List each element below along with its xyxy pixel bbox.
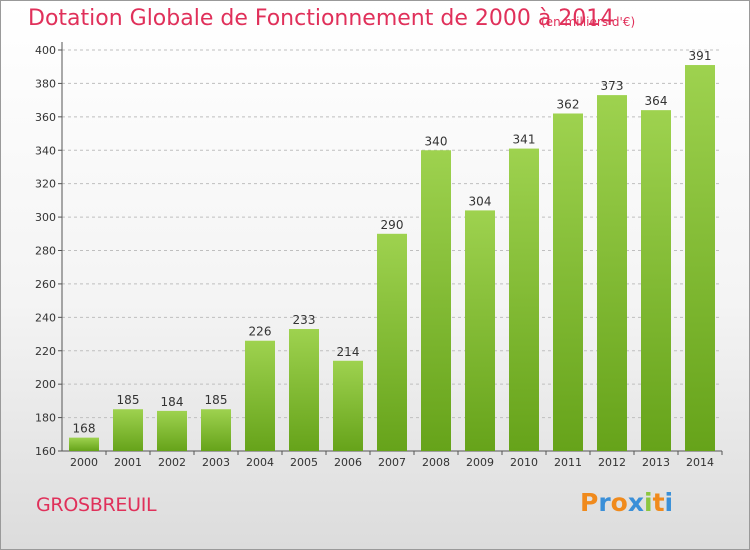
logo-letter: P: [580, 488, 599, 517]
logo-letter: o: [610, 488, 628, 517]
x-tick-label: 2001: [114, 456, 142, 469]
bar-2002: [157, 410, 187, 451]
logo-letter: t: [652, 488, 665, 517]
y-tick-label: 240: [35, 311, 56, 324]
x-tick-label: 2012: [598, 456, 626, 469]
y-tick-label: 280: [35, 245, 56, 258]
y-tick-label: 300: [35, 211, 56, 224]
bar-2013: [641, 110, 671, 452]
town-name: GROSBREUIL: [36, 494, 157, 516]
logo-letter: i: [664, 488, 674, 517]
x-tick-label: 2010: [510, 456, 538, 469]
chart-title: Dotation Globale de Fonctionnement de 20…: [28, 6, 615, 31]
data-label: 185: [117, 393, 140, 407]
x-tick-label: 2008: [422, 456, 450, 469]
y-tick-label: 260: [35, 278, 56, 291]
x-tick-label: 2006: [334, 456, 362, 469]
x-tick-label: 2000: [70, 456, 98, 469]
bar-2004: [245, 340, 275, 451]
data-label: 184: [161, 395, 184, 409]
tick-labels: 160 180 200 220 240 260 280 300 320 340 360 380 400 2…: [35, 44, 714, 469]
bar-2011: [553, 113, 583, 451]
bar-2005: [289, 329, 319, 451]
data-label: 391: [689, 49, 712, 63]
x-tick-label: 2005: [290, 456, 318, 469]
y-tick-label: 320: [35, 178, 56, 191]
data-labels: 168 185 184 185 226 233 214 290 340 304 341 362 373 3…: [73, 49, 712, 436]
logo-letter: x: [627, 488, 644, 517]
y-tick-label: 180: [35, 412, 56, 425]
x-tick-label: 2002: [158, 456, 186, 469]
bar-2007: [377, 233, 407, 451]
chart-subtitle: (en milliers d'€): [541, 15, 636, 29]
data-label: 340: [425, 134, 448, 148]
bar-2014: [685, 65, 715, 451]
x-tick-label: 2003: [202, 456, 230, 469]
data-label: 233: [293, 313, 316, 327]
bars: [69, 65, 715, 452]
data-label: 290: [381, 218, 404, 232]
data-label: 226: [249, 325, 272, 339]
x-tick-label: 2014: [686, 456, 714, 469]
y-tick-label: 220: [35, 345, 56, 358]
logo-letter: i: [644, 488, 653, 517]
bar-2003: [201, 409, 231, 451]
x-tick-label: 2009: [466, 456, 494, 469]
bar-2008: [421, 150, 451, 451]
bar-2012: [597, 95, 627, 452]
y-tick-label: 340: [35, 144, 56, 157]
data-label: 362: [557, 97, 580, 111]
x-tick-label: 2013: [642, 456, 670, 469]
y-tick-label: 200: [35, 378, 56, 391]
bar-2010: [509, 148, 539, 451]
data-label: 341: [513, 133, 536, 147]
y-tick-label: 160: [35, 445, 56, 458]
data-label: 373: [601, 79, 624, 93]
bar-2001: [113, 409, 143, 451]
y-tick-label: 360: [35, 111, 56, 124]
proxiti-logo[interactable]: Proxiti: [580, 488, 673, 517]
x-tick-label: 2011: [554, 456, 582, 469]
data-label: 364: [645, 94, 668, 108]
y-tick-label: 380: [35, 77, 56, 90]
x-tick-label: 2007: [378, 456, 406, 469]
data-label: 214: [337, 345, 360, 359]
bar-2006: [333, 360, 363, 451]
logo-letter: r: [598, 488, 611, 517]
y-tick-label: 400: [35, 44, 56, 57]
data-label: 304: [469, 194, 492, 208]
x-tick-label: 2004: [246, 456, 274, 469]
bar-2009: [465, 210, 495, 451]
bar-2000: [69, 437, 99, 451]
data-label: 185: [205, 393, 228, 407]
data-label: 168: [73, 422, 96, 436]
